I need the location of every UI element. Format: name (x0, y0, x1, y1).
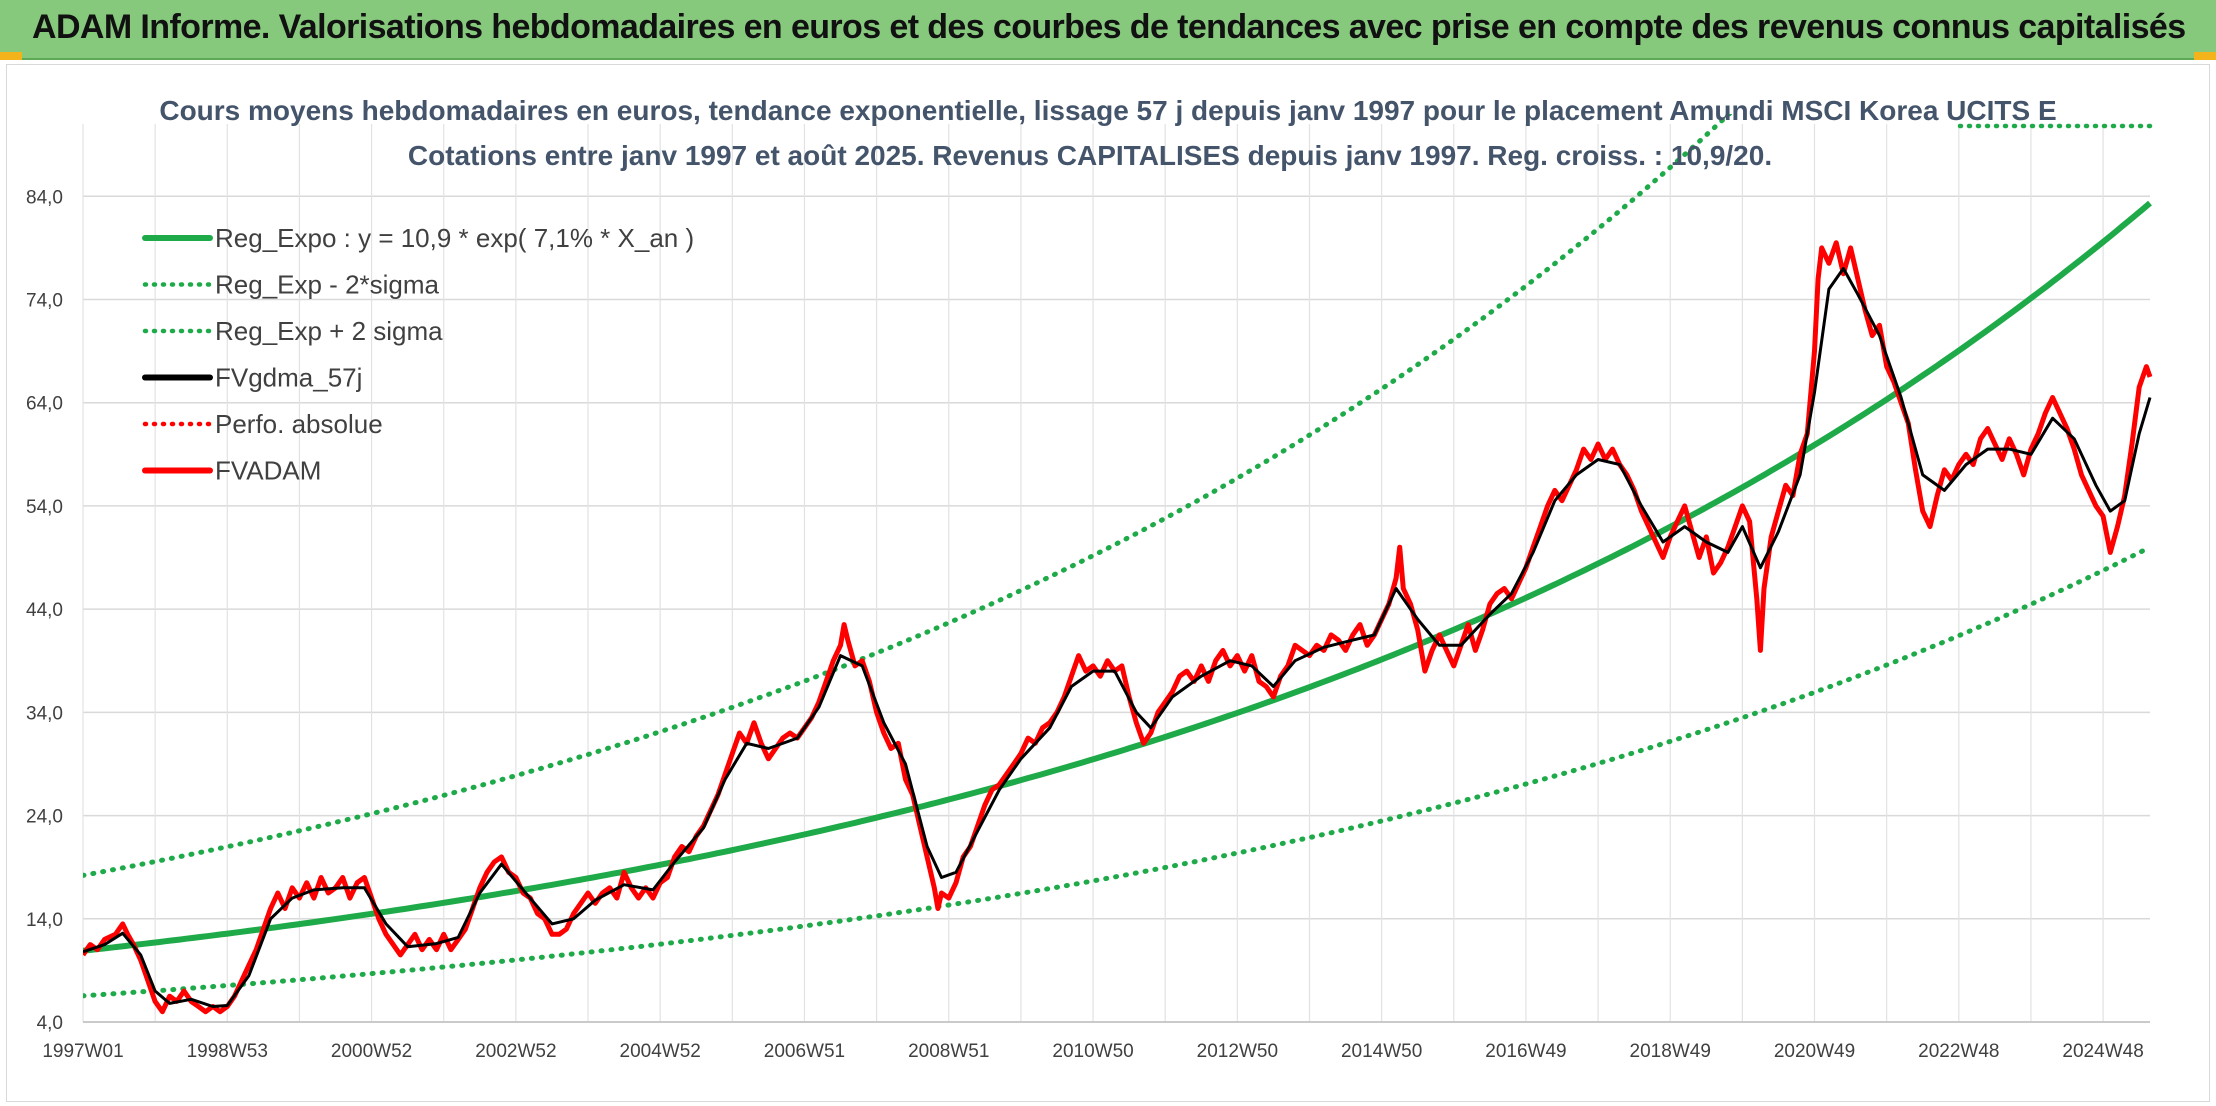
x-tick-label: 2024W48 (2062, 1041, 2143, 1062)
y-tick-label: 84,0 (26, 187, 63, 208)
banner-corner-left (0, 52, 22, 60)
legend-label: Reg_Exp - 2*sigma (215, 270, 440, 300)
x-tick-label: 2012W50 (1197, 1041, 1278, 1062)
y-tick-label: 14,0 (26, 910, 63, 931)
x-tick-label: 2018W49 (1630, 1041, 1711, 1062)
x-tick-label: 2002W52 (475, 1041, 556, 1062)
fvadam-series-line (83, 240, 2153, 1015)
legend-label: FVgdma_57j (215, 363, 362, 393)
y-tick-label: 44,0 (26, 600, 63, 621)
banner-corner-right (2194, 52, 2216, 60)
x-tick-label: 2014W50 (1341, 1041, 1422, 1062)
header-banner: ADAM Informe. Valorisations hebdomadaire… (0, 0, 2216, 60)
y-tick-label: 54,0 (26, 497, 63, 518)
y-axis: 4,0 14,0 24,0 34,0 44,0 54,0 64,0 74,0 84,0 (26, 187, 63, 1034)
x-tick-label: 2006W51 (764, 1041, 845, 1062)
x-tick-label: 2008W51 (908, 1041, 989, 1062)
legend-label: Reg_Exp + 2 sigma (215, 316, 443, 346)
y-tick-label: 64,0 (26, 394, 63, 415)
chart-subtitle: Cotations entre janv 1997 et août 2025. … (408, 140, 1772, 171)
page-title: ADAM Informe. Valorisations hebdomadaire… (32, 8, 2186, 46)
fvgdma-57j-series-line (83, 267, 2152, 1008)
plot-area (83, 114, 2153, 1015)
y-tick-label: 4,0 (37, 1013, 63, 1034)
legend: Reg_Expo : y = 10,9 * exp( 7,1% * X_an )… (142, 123, 2155, 486)
x-tick-label: 1998W53 (187, 1041, 268, 1062)
y-tick-label: 34,0 (26, 703, 63, 724)
y-tick-label: 74,0 (26, 290, 63, 311)
x-tick-label: 2022W48 (1918, 1041, 1999, 1062)
reg-exp-minus-2sigma-curve (83, 544, 2153, 999)
y-tick-label: 24,0 (26, 807, 63, 828)
legend-label: Reg_Expo : y = 10,9 * exp( 7,1% * X_an ) (215, 223, 694, 253)
x-axis: 1997W01 1998W53 2000W52 2002W52 2004W52 2006W… (42, 1041, 2143, 1062)
chart-title: Cours moyens hebdomadaires en euros, ten… (159, 95, 2056, 126)
x-tick-label: 2016W49 (1485, 1041, 1566, 1062)
reg-exp-plus-2sigma-curve (83, 114, 1733, 878)
legend-label: FVADAM (215, 456, 321, 486)
x-tick-label: 2004W52 (620, 1041, 701, 1062)
x-tick-label: 1997W01 (42, 1041, 123, 1062)
x-tick-label: 2010W50 (1052, 1041, 1133, 1062)
chart-frame (6, 64, 2210, 1102)
legend-label: Perfo. absolue (215, 409, 383, 439)
x-tick-label: 2000W52 (331, 1041, 412, 1062)
x-tick-label: 2020W49 (1774, 1041, 1855, 1062)
